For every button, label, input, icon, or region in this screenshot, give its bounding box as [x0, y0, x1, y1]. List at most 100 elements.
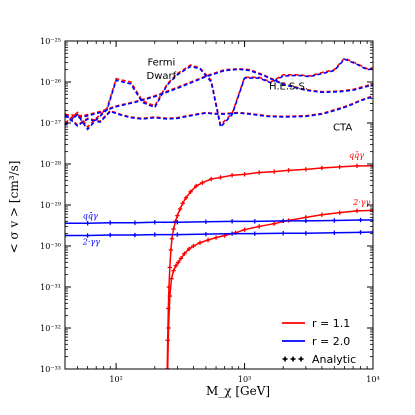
data-point [358, 217, 363, 223]
data-point [171, 226, 176, 232]
series-4 [65, 95, 373, 126]
y-tick-label: 10⁻³² [40, 324, 61, 333]
data-point [286, 168, 291, 173]
data-point [169, 276, 174, 281]
series-5 [65, 95, 373, 127]
data-point [171, 268, 176, 273]
annotation-1: Dwarf [147, 71, 177, 82]
data-point [132, 232, 138, 238]
data-point [167, 265, 173, 270]
data-point [65, 233, 68, 238]
data-point [303, 231, 309, 236]
legend: r = 1.1 r = 2.0 Analytic [282, 317, 356, 366]
data-point [166, 325, 171, 331]
data-point [200, 180, 205, 185]
data-point [370, 229, 373, 235]
data-point [152, 232, 157, 237]
annotation-3: CTA [333, 123, 352, 134]
legend-entry: r = 2.0 [282, 335, 350, 348]
legend-label: r = 1.1 [312, 317, 350, 330]
series-line-4 [65, 95, 373, 126]
data-point [332, 218, 337, 223]
data-point [332, 230, 337, 235]
data-point [132, 220, 138, 225]
data-point [271, 169, 277, 174]
data-point [108, 232, 113, 238]
legend-label: r = 2.0 [312, 335, 350, 348]
data-point [229, 231, 235, 236]
annotation-6: qq̄γ [83, 211, 98, 220]
data-point [281, 231, 286, 236]
data-point [370, 208, 373, 213]
annotation-2: H.E.S.S. [269, 82, 308, 93]
series-2 [65, 57, 373, 129]
data-point [108, 220, 113, 225]
x-tick-label: 10⁴ [366, 375, 379, 384]
data-point [242, 227, 247, 232]
data-point [176, 260, 181, 265]
series-3 [65, 58, 373, 131]
data-point [203, 219, 209, 224]
x-tick-label: 10² [109, 375, 122, 384]
y-axis-label: < σ v > [cm³/s] [7, 161, 21, 254]
data-point [218, 175, 223, 180]
data-point [191, 243, 196, 249]
legend-label: Analytic [312, 353, 356, 366]
series-line-6 [166, 165, 373, 369]
data-point [319, 212, 325, 217]
data-point [197, 240, 203, 245]
data-point [337, 164, 342, 170]
data-point [188, 189, 193, 194]
series-line-8 [65, 219, 373, 224]
data-point [85, 220, 90, 226]
data-point [354, 208, 360, 214]
annotation-layer: Fermi Dwarf H.E.S.S. CTA qq̄γ 2·γγ qq̄γ 2·γγ [82, 58, 371, 247]
y-tick-label: 10⁻²⁶ [40, 78, 61, 87]
data-point [178, 256, 184, 261]
series-line-3 [65, 58, 373, 131]
data-point [337, 210, 342, 215]
y-tick-label: 10⁻³⁰ [40, 242, 61, 251]
data-point [256, 224, 262, 229]
data-point [271, 221, 277, 226]
axes-layer: 10² 10³ 10⁴ 10⁻²⁵ 10⁻²⁶ 10⁻²⁷ 10⁻²⁸ 10⁻²⁹ 10⁻³⁰ 1… [40, 37, 380, 384]
data-point [370, 217, 373, 223]
data-point [85, 233, 90, 238]
data-point [175, 232, 180, 237]
data-point [229, 219, 235, 224]
y-tick-label: 10⁻³¹ [40, 283, 61, 292]
data-point [203, 231, 209, 237]
series-line-2 [65, 57, 373, 129]
data-point [169, 236, 175, 241]
x-axis-label: M_χ [GeV] [206, 384, 270, 398]
series-line-5 [65, 95, 373, 127]
data-point [177, 206, 183, 212]
y-tick-label: 10⁻²⁹ [40, 201, 62, 210]
data-point [180, 201, 185, 206]
annotation-5: 2·γγ [352, 198, 370, 207]
annotation-0: Fermi [147, 58, 175, 69]
y-tick-label: 10⁻²⁸ [40, 160, 61, 169]
data-point [175, 220, 180, 225]
data-point [167, 293, 173, 299]
data-point [209, 176, 214, 182]
data-point [319, 165, 325, 171]
series-line-1 [65, 68, 373, 118]
data-point [193, 183, 199, 189]
series-line-9 [65, 231, 373, 237]
data-point [168, 247, 174, 253]
series-1 [65, 68, 373, 118]
data-point [303, 167, 309, 172]
data-point [175, 213, 180, 218]
data-point [256, 170, 262, 175]
y-tick-label: 10⁻²⁵ [40, 37, 61, 46]
data-point [165, 366, 170, 369]
data-point [152, 220, 157, 225]
y-tick-label: 10⁻²⁷ [40, 119, 61, 128]
x-tick-label: 10³ [238, 375, 251, 384]
data-point [186, 246, 192, 252]
data-point [182, 251, 187, 256]
data-point [303, 218, 309, 224]
data-point [358, 230, 363, 235]
series-7 [165, 208, 373, 369]
